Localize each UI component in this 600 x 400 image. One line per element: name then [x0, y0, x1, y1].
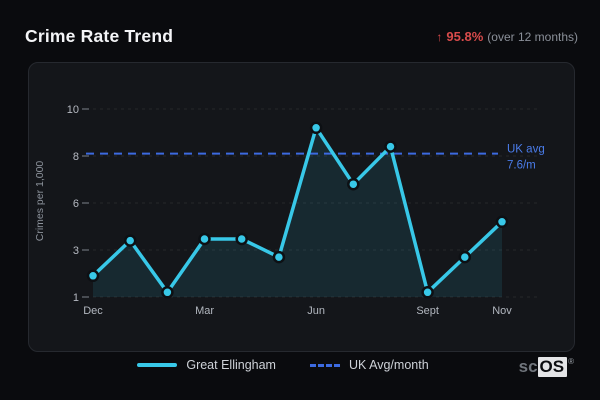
x-tick-label-Sept: Sept	[416, 305, 439, 317]
data-point-oct[interactable]	[458, 250, 472, 264]
data-point-apr[interactable]	[235, 232, 248, 246]
x-tick-label-Nov: Nov	[492, 305, 512, 317]
scos-logo: sc OS ®	[518, 357, 574, 377]
data-point-dec[interactable]	[86, 269, 100, 283]
y-tick-label: 8	[73, 151, 79, 163]
dashed-line-swatch-icon	[309, 363, 340, 367]
data-point-nov[interactable]	[495, 215, 509, 229]
data-point-jul[interactable]	[347, 177, 360, 191]
data-point-jan[interactable]	[123, 234, 137, 247]
legend-item-great-ellingham[interactable]: Great Ellingham	[137, 358, 276, 372]
uk-avg-annotation: 7.6/m	[507, 160, 536, 172]
logo-suffix: OS	[537, 357, 568, 377]
trend-up-arrow-icon: ↑	[436, 29, 443, 44]
y-tick-label: 3	[73, 245, 79, 257]
data-point-sept[interactable]	[421, 286, 434, 299]
trend-period: (over 12 months)	[487, 29, 578, 44]
page-title: Crime Rate Trend	[25, 25, 174, 46]
legend-label: UK Avg/month	[348, 358, 429, 372]
header: Crime Rate Trend ↑ 95.8% (over 12 months…	[25, 24, 578, 48]
data-point-jun[interactable]	[309, 121, 323, 135]
y-tick-label: 10	[67, 104, 79, 116]
x-tick-label-Mar: Mar	[195, 305, 214, 317]
y-axis-title: Crimes per 1,000	[34, 161, 46, 242]
legend-item-uk-avg[interactable]: UK Avg/month	[309, 358, 429, 372]
data-point-may[interactable]	[272, 250, 286, 264]
data-point-aug[interactable]	[384, 140, 397, 153]
data-point-mar[interactable]	[198, 232, 211, 246]
great-ellingham-line	[91, 126, 504, 295]
solid-line-swatch-icon	[137, 363, 178, 367]
registered-mark-icon: ®	[568, 357, 574, 366]
uk-avg-annotation: UK avg	[507, 144, 545, 156]
x-tick-label-Dec: Dec	[83, 305, 103, 317]
x-tick-label-Jun: Jun	[307, 305, 325, 317]
logo-prefix: sc	[518, 357, 538, 376]
y-tick-label: 1	[73, 292, 79, 304]
chart-panel: 1 3 6 8 10 Dec Mar Jun Sept Nov Crimes per 1,000 UK…	[28, 62, 575, 352]
legend-label: Great Ellingham	[186, 358, 276, 372]
crime-trend-chart[interactable]: 1 3 6 8 10 Dec Mar Jun Sept Nov Crimes per 1,000 UK…	[29, 63, 574, 351]
data-point-feb[interactable]	[161, 286, 174, 299]
trend-stat: ↑ 95.8% (over 12 months)	[436, 29, 578, 44]
chart-legend: Great Ellingham UK Avg/month	[0, 354, 600, 376]
y-tick-label: 6	[73, 198, 79, 210]
trend-value: 95.8%	[446, 28, 484, 44]
